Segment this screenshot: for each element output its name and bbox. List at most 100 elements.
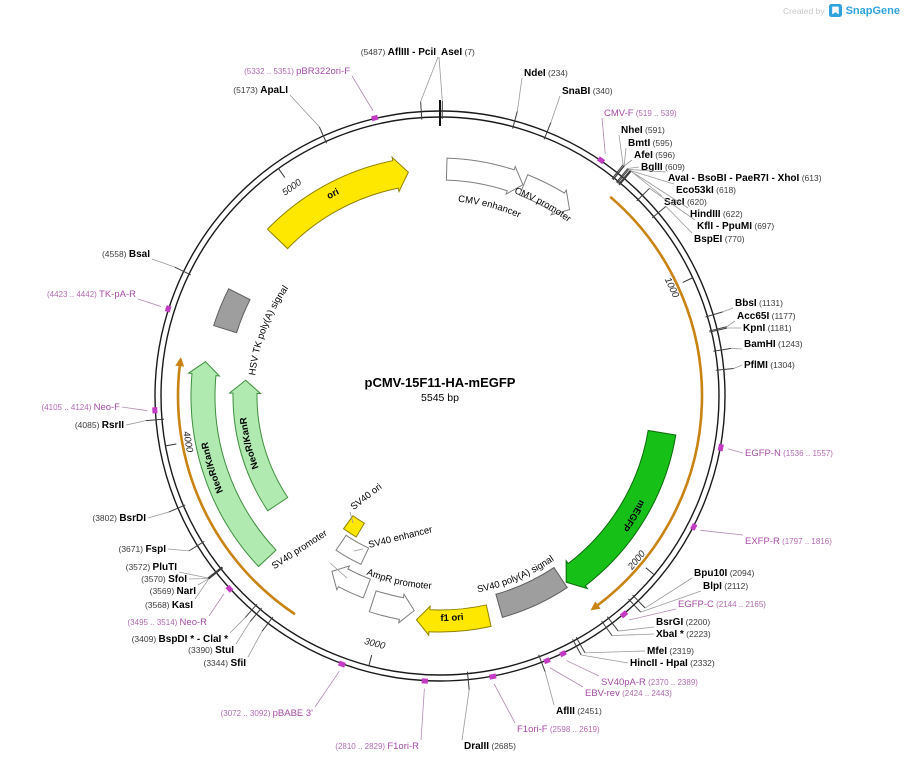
primer-pbr322ori-f[interactable] <box>371 114 379 122</box>
leader-line <box>601 117 606 155</box>
primer-label-neo-r[interactable]: (3495 .. 3514) Neo-R <box>128 617 208 628</box>
leader-line <box>627 166 640 169</box>
primer-ebv-rev[interactable] <box>543 657 551 665</box>
feature-hsv-tk-poly-a-signal[interactable] <box>213 288 251 334</box>
primer-neo-r[interactable] <box>225 584 234 593</box>
enzyme-site-label-bsrdi[interactable]: (3802) BsrDI <box>92 513 146 524</box>
enzyme-site-label-nhei[interactable]: NheI (591) <box>621 125 665 136</box>
feature-sv40-poly-a-signal[interactable] <box>495 566 568 618</box>
enzyme-site-label-asei[interactable]: AseI (7) <box>441 47 475 58</box>
enzyme-site-label-xbai[interactable]: XbaI * (2223) <box>656 629 711 640</box>
enzyme-site-label-stui[interactable]: (3390) StuI <box>188 645 234 656</box>
feature-hsv-tk-poly-a-signal-label[interactable]: HSV TK poly(A) signal <box>247 284 291 376</box>
feature-sv40-ori[interactable] <box>342 515 366 538</box>
bp-marker-label: 5000 <box>280 177 304 199</box>
feature-neor-kanr-2[interactable] <box>228 379 289 512</box>
enzyme-site-label-apali[interactable]: (5173) ApaLI <box>233 85 288 96</box>
leader-line <box>197 578 209 586</box>
primer-f1ori-f[interactable] <box>488 673 497 680</box>
enzyme-site-label-afei[interactable]: AfeI (596) <box>634 150 675 161</box>
enzyme-site-tick-bspdi-clai <box>244 603 258 618</box>
feature-sv40-ori-label[interactable]: SV40 ori <box>349 481 384 512</box>
primer-tk-pa-r[interactable] <box>164 305 172 313</box>
enzyme-site-label-acc65i[interactable]: Acc65I (1177) <box>737 311 796 322</box>
enzyme-site-label-bglii[interactable]: BglII (609) <box>641 162 685 173</box>
enzyme-site-tick-rsrii <box>145 418 165 422</box>
primer-label-egfp-n[interactable]: EGFP-N (1536 .. 1557) <box>745 448 833 459</box>
feature-ampr-promoter-label[interactable]: AmpR promoter <box>365 567 432 592</box>
feature-f1-ori-label[interactable]: f1 ori <box>440 612 464 624</box>
leader-line <box>630 170 663 197</box>
feature-sv40-promoter[interactable] <box>331 565 372 599</box>
enzyme-site-label-kpni[interactable]: KpnI (1181) <box>743 323 792 334</box>
primer-label-egfp-c[interactable]: EGFP-C (2144 .. 2165) <box>678 599 766 610</box>
enzyme-site-label-aflii[interactable]: AflII (2451) <box>556 706 602 717</box>
primer-label-exfp-r[interactable]: EXFP-R (1797 .. 1816) <box>745 536 832 547</box>
feature-expression-cassette-arrowhead[interactable] <box>590 601 601 611</box>
feature-sv40-enhancer[interactable] <box>335 534 370 566</box>
primer-label-cmv-f[interactable]: CMV-F (519 .. 539) <box>604 108 677 119</box>
feature-cmv-promoter[interactable] <box>518 174 571 216</box>
enzyme-site-label-kfli-ppumi[interactable]: KflI - PpuMI (697) <box>697 221 774 232</box>
feature-sv40-enhancer-label[interactable]: SV40 enhancer <box>367 524 433 551</box>
enzyme-site-label-hincii-hpai[interactable]: HincII - HpaI (2332) <box>630 658 715 669</box>
leader-line <box>167 548 189 552</box>
enzyme-site-label-nari[interactable]: (3569) NarI <box>150 586 197 597</box>
enzyme-site-label-kasi[interactable]: (3568) KasI <box>145 600 193 611</box>
enzyme-site-label-pluti[interactable]: (3572) PluTI <box>126 562 178 573</box>
primer-label-pbabe-3[interactable]: (3072 .. 3092) pBABE 3' <box>221 708 314 719</box>
primer-label-f1ori-f[interactable]: F1ori-F (2598 .. 2619) <box>517 724 600 735</box>
feature-ampr-promoter[interactable] <box>368 590 415 625</box>
enzyme-site-label-bspei[interactable]: BspEI (770) <box>694 234 745 245</box>
enzyme-site-label-sfii[interactable]: (3344) SfiI <box>204 658 247 669</box>
feature-sv40-promoter-label[interactable]: SV40 promoter <box>270 528 330 572</box>
feature-megfp[interactable] <box>565 429 677 590</box>
primer-label-sv40pa-r[interactable]: SV40pA-R (2370 .. 2389) <box>601 677 698 688</box>
primer-label-neo-f[interactable]: (4105 .. 4124) Neo-F <box>42 402 121 413</box>
primer-pbabe-3[interactable] <box>337 660 346 668</box>
enzyme-site-label-blpi[interactable]: BlpI (2112) <box>703 581 748 592</box>
enzyme-site-label-bpu10i[interactable]: Bpu10I (2094) <box>694 568 754 579</box>
enzyme-site-label-fspi[interactable]: (3671) FspI <box>119 544 167 555</box>
feature-neor-kanr[interactable] <box>187 361 277 568</box>
primer-egfp-n[interactable] <box>717 443 724 452</box>
primer-egfp-c[interactable] <box>619 610 629 619</box>
enzyme-site-label-ndei[interactable]: NdeI (234) <box>524 68 568 79</box>
enzyme-site-label-rsrii[interactable]: (4085) RsrII <box>75 420 124 431</box>
enzyme-site-tick-acc65i <box>709 326 727 332</box>
enzyme-site-label-eco53ki[interactable]: Eco53kI (618) <box>676 185 736 196</box>
primer-label-pbr322ori-f[interactable]: (5332 .. 5351) pBR322ori-F <box>244 66 350 77</box>
primer-cmv-f[interactable] <box>597 156 606 165</box>
enzyme-site-label-bspdi-clai[interactable]: (3409) BspDI * - ClaI * <box>132 634 229 645</box>
enzyme-site-label-saci[interactable]: SacI (620) <box>664 197 707 208</box>
enzyme-site-label-draiii[interactable]: DraIII (2685) <box>464 741 516 752</box>
leader-line <box>247 631 263 658</box>
primer-label-ebv-rev[interactable]: EBV-rev (2424 .. 2443) <box>585 688 672 699</box>
primer-label-f1ori-r[interactable]: (2810 .. 2829) F1ori-R <box>335 741 419 752</box>
primer-exfp-r[interactable] <box>690 523 698 531</box>
feature-ori[interactable] <box>266 155 409 250</box>
enzyme-site-label-bsrgi[interactable]: BsrGI (2200) <box>656 617 710 628</box>
enzyme-site-label-snabi[interactable]: SnaBI (340) <box>562 86 613 97</box>
feature-f1-ori[interactable] <box>415 604 492 637</box>
enzyme-site-label-bmti[interactable]: BmtI (595) <box>628 138 673 149</box>
enzyme-site-label-avai-bsobi-paer7i-xhoi[interactable]: AvaI - BsoBI - PaeR7I - XhoI (613) <box>668 173 822 184</box>
enzyme-site-label-sfoi[interactable]: (3570) SfoI <box>141 574 187 585</box>
feature-cmv-enhancer-label[interactable]: CMV enhancer <box>458 194 523 221</box>
feature-selection-cassette-arrowhead[interactable] <box>175 357 185 367</box>
enzyme-site-label-bbsi[interactable]: BbsI (1131) <box>735 298 783 309</box>
feature-cmv-enhancer[interactable] <box>445 157 524 196</box>
enzyme-site-label-bsai[interactable]: (4558) BsaI <box>102 249 150 260</box>
feature-expression-cassette-arc[interactable] <box>595 195 704 608</box>
enzyme-site-label-hindiii[interactable]: HindIII (622) <box>690 209 743 220</box>
enzyme-site-label-bamhi[interactable]: BamHI (1243) <box>744 339 803 350</box>
enzyme-site-label-mfei[interactable]: MfeI (2319) <box>647 646 694 657</box>
enzyme-site-label-pflmi[interactable]: PflMI (1304) <box>744 360 795 371</box>
leader-line <box>618 134 624 165</box>
primer-sv40pa-r[interactable] <box>559 650 567 658</box>
feature-ori-label[interactable]: ori <box>325 186 341 201</box>
enzyme-site-label-afliii-pcii[interactable]: (5487) AflIII - PciI <box>361 47 436 58</box>
feature-selection-cassette-arc[interactable] <box>176 364 296 616</box>
primer-label-tk-pa-r[interactable]: (4423 .. 4442) TK-pA-R <box>47 289 136 300</box>
